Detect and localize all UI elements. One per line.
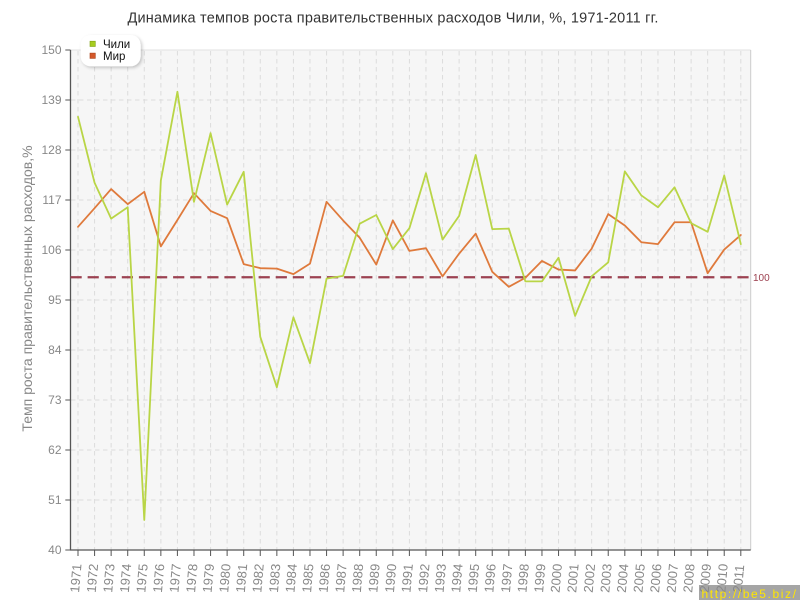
svg-text:2011: 2011 [730,564,747,593]
svg-text:1997: 1997 [498,563,515,593]
svg-text:1980: 1980 [216,563,233,593]
svg-text:1987: 1987 [332,563,349,593]
svg-text:1979: 1979 [200,563,217,593]
svg-text:2007: 2007 [664,563,681,593]
svg-text:http://be5.biz/: http://be5.biz/ [702,587,798,600]
svg-text:84: 84 [48,343,62,357]
svg-text:128: 128 [41,143,61,157]
svg-text:Темп роста правительственных р: Темп роста правительственных расходов,% [19,145,35,431]
svg-text:1983: 1983 [266,563,283,593]
svg-text:2010: 2010 [713,563,730,593]
svg-text:1993: 1993 [432,563,449,593]
svg-text:139: 139 [41,93,61,107]
svg-text:2009: 2009 [697,563,714,593]
svg-text:1990: 1990 [382,563,399,593]
svg-text:1985: 1985 [299,563,316,593]
svg-text:2008: 2008 [680,563,697,593]
svg-text:2005: 2005 [630,563,647,593]
svg-text:1984: 1984 [282,563,299,593]
svg-text:1977: 1977 [166,563,183,593]
svg-text:1981: 1981 [233,563,250,593]
svg-text:2002: 2002 [581,563,598,593]
svg-text:Чили: Чили [103,39,130,51]
svg-text:2006: 2006 [647,563,664,593]
svg-text:95: 95 [48,293,62,307]
svg-text:1992: 1992 [415,563,432,593]
svg-text:2004: 2004 [614,563,631,593]
svg-text:117: 117 [42,193,61,207]
svg-text:Динамика темпов роста правител: Динамика темпов роста правительственных … [127,11,658,27]
svg-text:1998: 1998 [514,563,531,593]
svg-text:40: 40 [48,543,62,557]
svg-text:1999: 1999 [531,563,548,593]
svg-text:2003: 2003 [597,563,614,593]
svg-text:1975: 1975 [133,563,150,593]
svg-text:1986: 1986 [316,563,333,593]
svg-text:51: 51 [48,493,62,507]
svg-text:62: 62 [48,443,62,457]
svg-text:106: 106 [41,243,61,257]
svg-text:1982: 1982 [249,563,266,593]
svg-text:2001: 2001 [564,563,581,593]
svg-text:1973: 1973 [100,563,117,593]
svg-text:1989: 1989 [365,563,382,593]
svg-text:1991: 1991 [398,563,415,593]
svg-text:1978: 1978 [183,563,200,593]
svg-text:1995: 1995 [465,563,482,593]
svg-text:100: 100 [753,273,770,284]
svg-text:2000: 2000 [548,563,565,593]
svg-text:1988: 1988 [349,563,366,593]
svg-text:1974: 1974 [117,563,134,593]
svg-text:1976: 1976 [150,563,167,593]
svg-text:1996: 1996 [481,563,498,593]
svg-text:73: 73 [48,393,62,407]
svg-text:150: 150 [41,43,61,57]
svg-text:1972: 1972 [84,563,101,593]
svg-text:Мир: Мир [103,51,125,63]
svg-text:1971: 1971 [67,563,84,593]
svg-text:1994: 1994 [448,563,465,593]
